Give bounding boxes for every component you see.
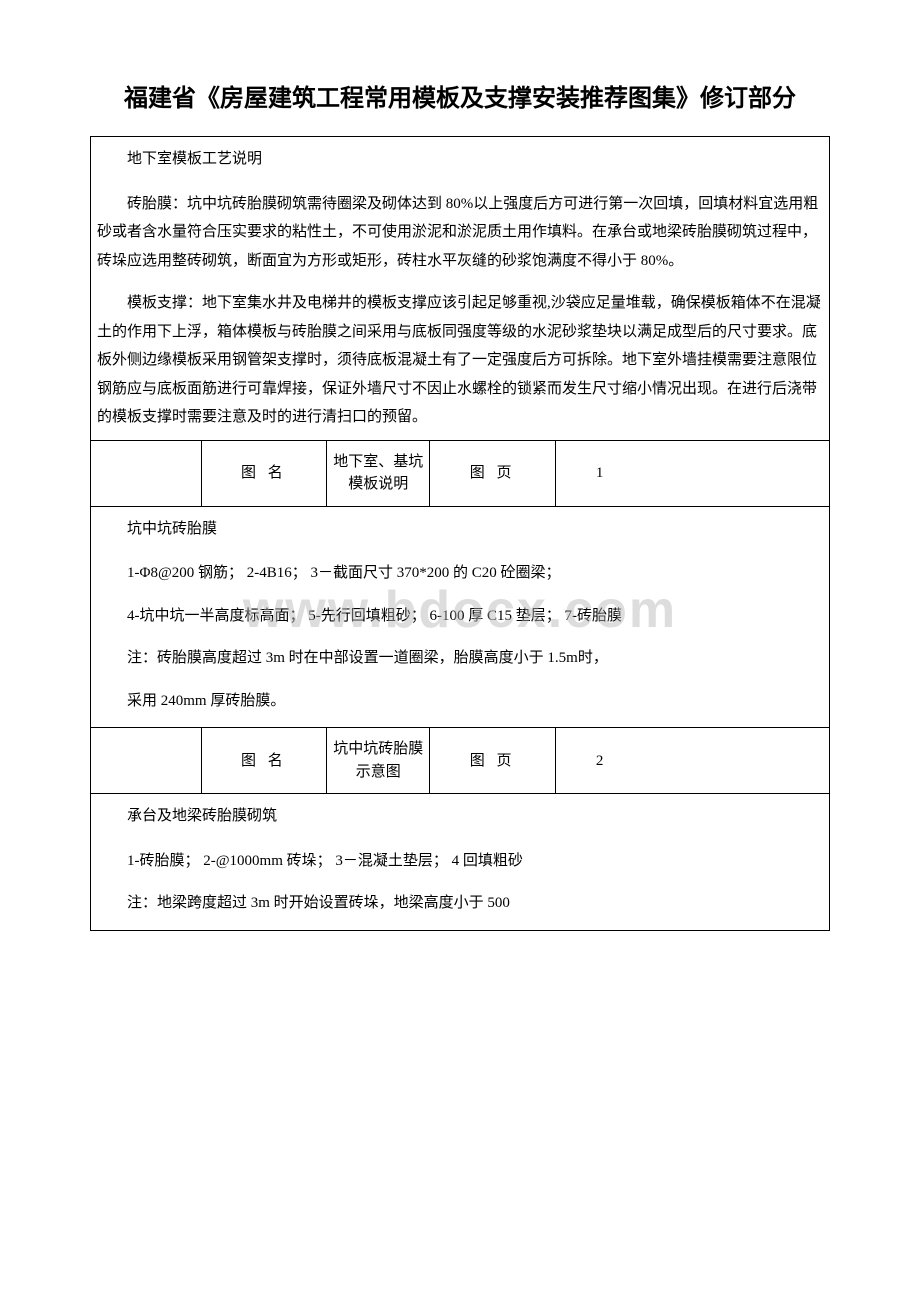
meta-blank (91, 441, 202, 506)
section-1-meta-row: 图 名 地下室、基坑模板说明 图 页 1 (91, 440, 829, 506)
section-2-line-1: 1-Φ8@200 钢筋； 2-4B16； 3－截面尺寸 370*200 的 C2… (97, 559, 823, 588)
section-1-heading: 地下室模板工艺说明 (97, 145, 823, 174)
document-title: 福建省《房屋建筑工程常用模板及支撑安装推荐图集》修订部分 (90, 80, 830, 118)
section-2-line-2: 4-坑中坑一半高度标高面； 5-先行回填粗砂； 6-100 厚 C15 垫层； … (97, 602, 823, 631)
section-1-para-1: 砖胎膜：坑中坑砖胎膜砌筑需待圈梁及砌体达到 80%以上强度后方可进行第一次回填，… (97, 190, 823, 276)
meta-value-figure-page: 2 (556, 728, 829, 793)
main-table: 地下室模板工艺说明 砖胎膜：坑中坑砖胎膜砌筑需待圈梁及砌体达到 80%以上强度后… (90, 136, 830, 931)
section-1-content: 地下室模板工艺说明 砖胎膜：坑中坑砖胎膜砌筑需待圈梁及砌体达到 80%以上强度后… (91, 137, 829, 440)
section-2-heading: 坑中坑砖胎膜 (97, 515, 823, 544)
section-3-line-2: 注：地梁跨度超过 3m 时开始设置砖垛，地梁高度小于 500 (97, 889, 823, 918)
section-2-line-4: 采用 240mm 厚砖胎膜。 (97, 687, 823, 716)
section-3-heading: 承台及地梁砖胎膜砌筑 (97, 802, 823, 831)
meta-label-figure-page: 图 页 (430, 441, 555, 506)
section-2-line-3: 注：砖胎膜高度超过 3m 时在中部设置一道圈梁，胎膜高度小于 1.5m时， (97, 644, 823, 673)
section-3-line-1: 1-砖胎膜； 2-@1000mm 砖垛； 3－混凝土垫层； 4 回填粗砂 (97, 847, 823, 876)
meta-blank (91, 728, 202, 793)
section-2-meta-row: 图 名 坑中坑砖胎膜示意图 图 页 2 (91, 727, 829, 793)
meta-label-figure-name: 图 名 (202, 441, 327, 506)
meta-value-figure-name: 地下室、基坑模板说明 (327, 441, 430, 506)
meta-label-figure-name: 图 名 (202, 728, 327, 793)
section-2-content: 坑中坑砖胎膜 1-Φ8@200 钢筋； 2-4B16； 3－截面尺寸 370*2… (91, 506, 829, 728)
meta-value-figure-name: 坑中坑砖胎膜示意图 (327, 728, 430, 793)
section-1-para-2: 模板支撑：地下室集水井及电梯井的模板支撑应该引起足够重视,沙袋应足量堆载，确保模… (97, 289, 823, 432)
section-3-content: 承台及地梁砖胎膜砌筑 1-砖胎膜； 2-@1000mm 砖垛； 3－混凝土垫层；… (91, 793, 829, 930)
meta-label-figure-page: 图 页 (430, 728, 555, 793)
meta-value-figure-page: 1 (556, 441, 829, 506)
